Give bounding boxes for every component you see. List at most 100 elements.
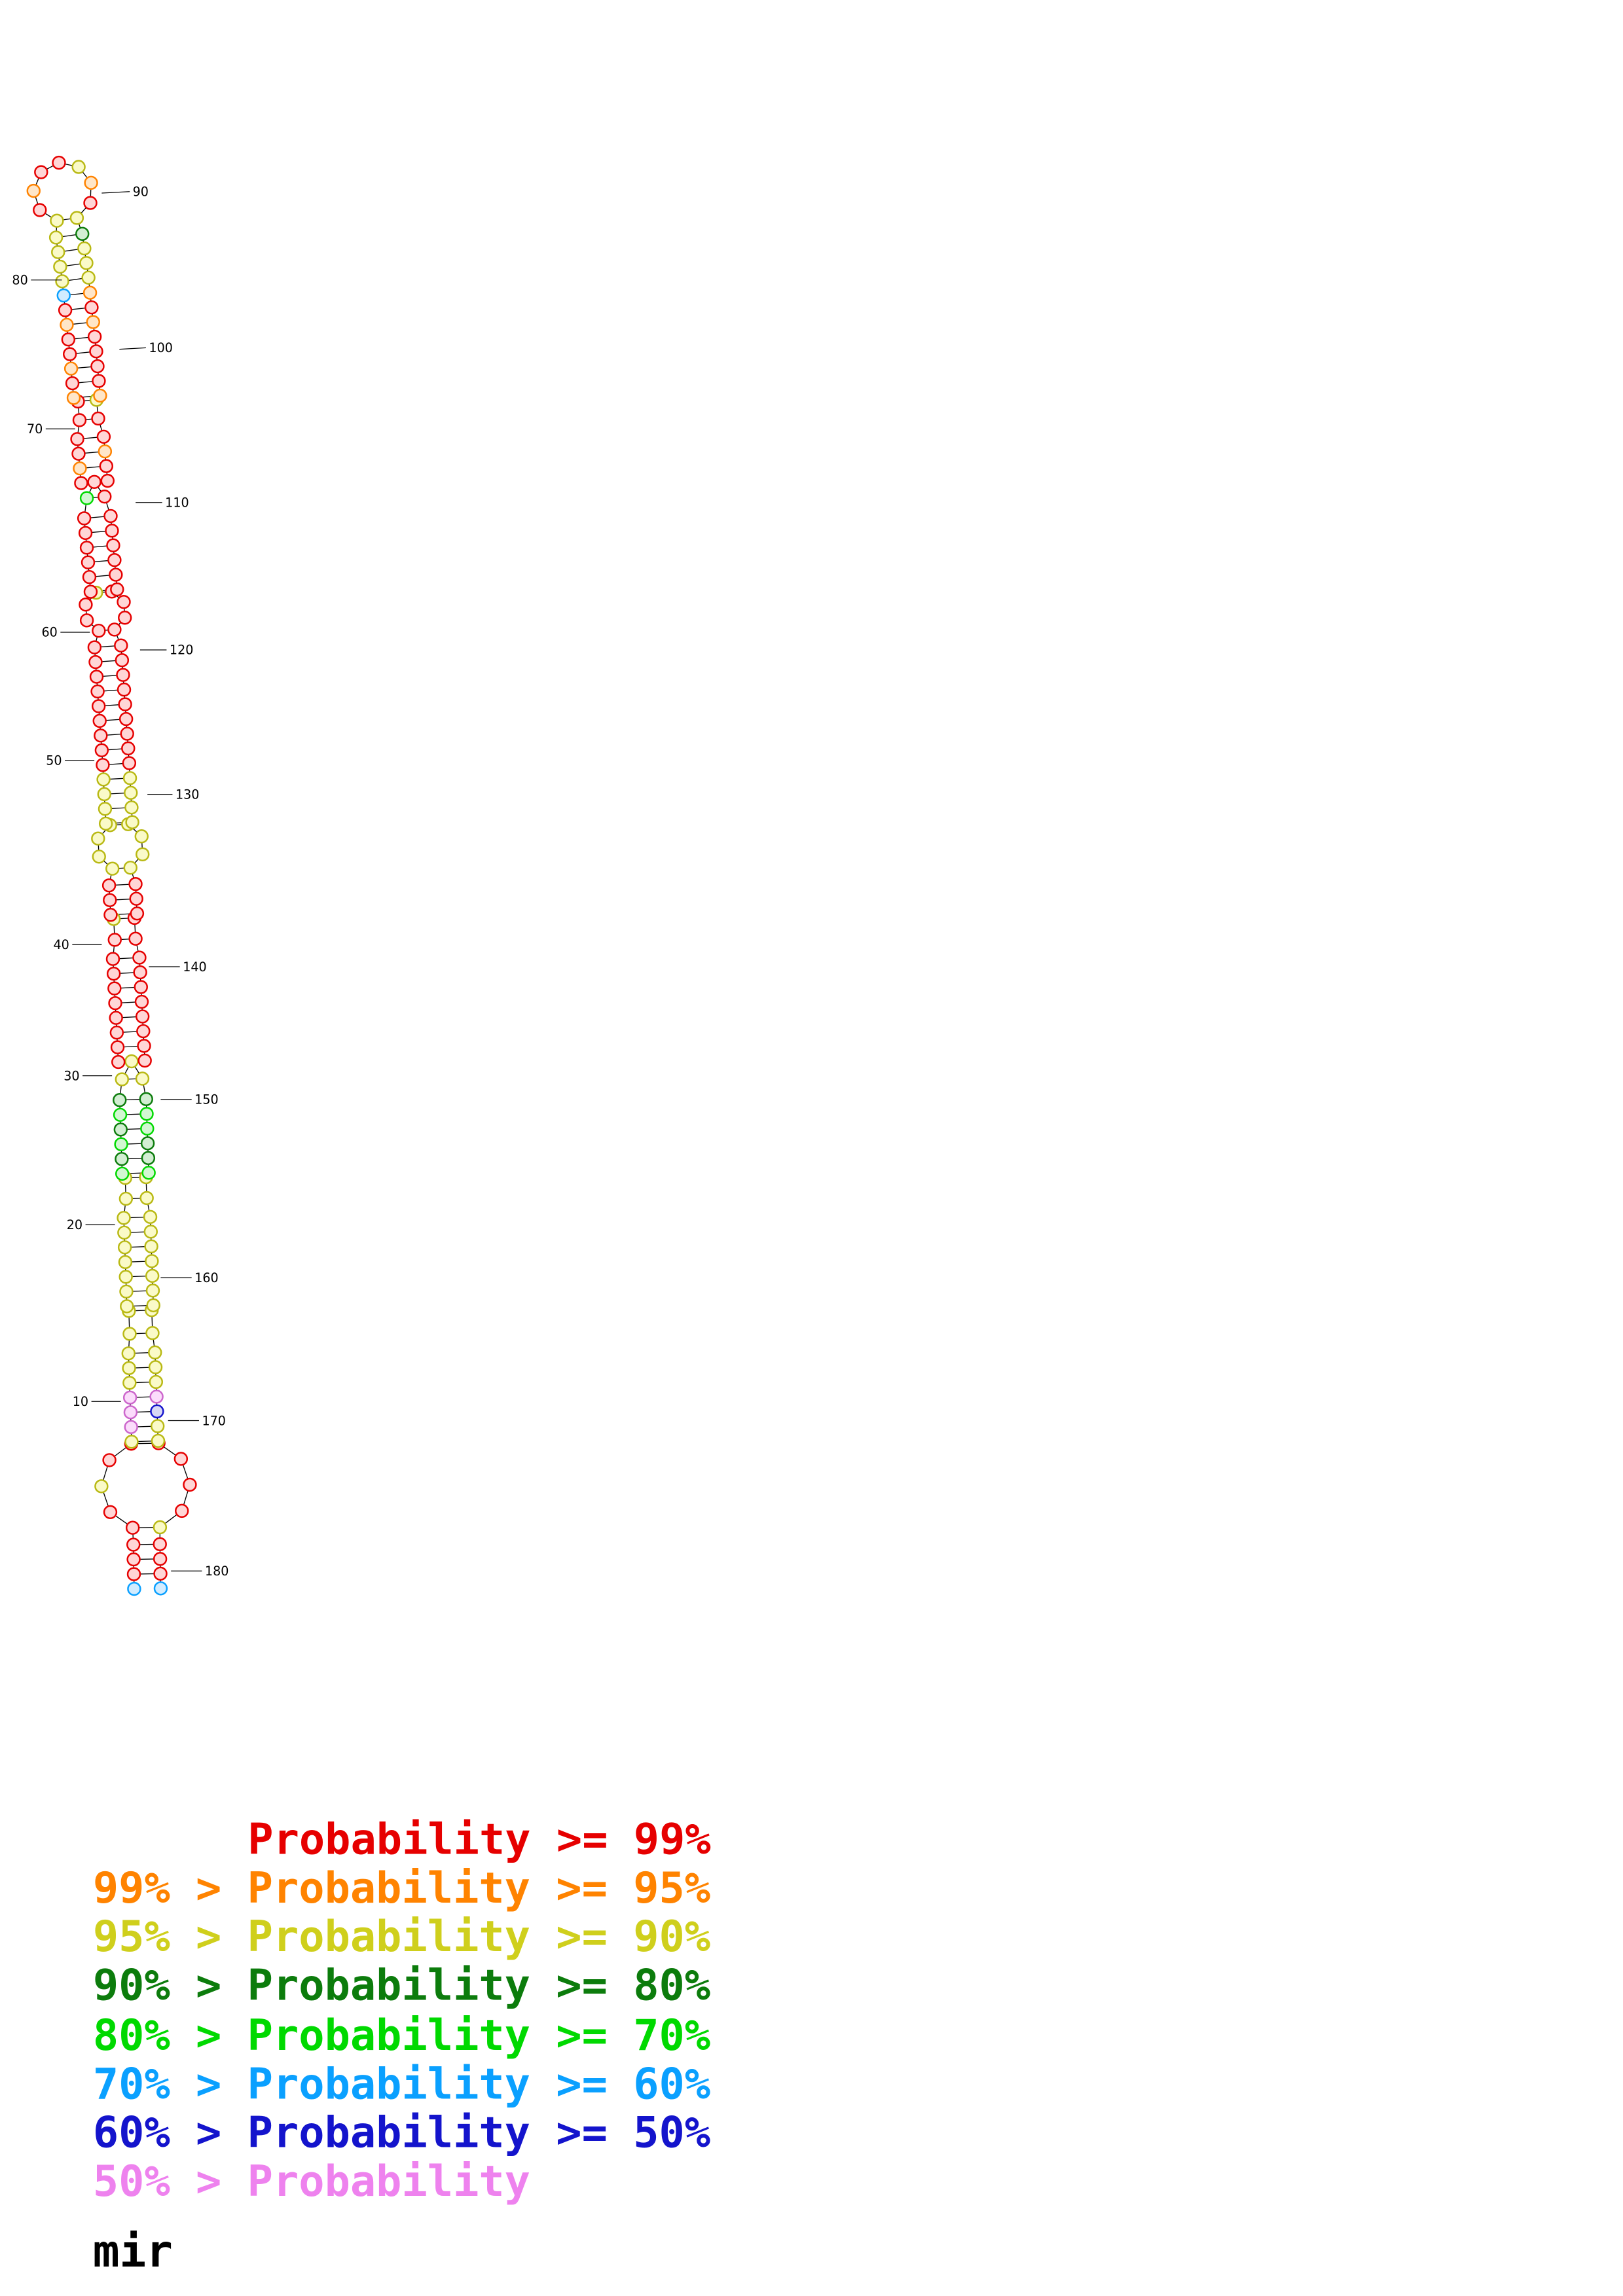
nucleotide — [141, 1151, 156, 1166]
nucleotide — [107, 622, 122, 637]
nucleotide — [73, 461, 87, 476]
position-label: 100 — [149, 340, 173, 355]
position-label: 140 — [183, 960, 207, 975]
nucleotide — [70, 432, 84, 446]
nucleotide — [145, 1268, 160, 1283]
nucleotide — [122, 1390, 137, 1405]
nucleotide — [110, 1040, 125, 1054]
nucleotide — [33, 203, 47, 217]
nucleotide — [153, 1566, 168, 1581]
nucleotide — [126, 1552, 141, 1567]
nucleotide — [34, 165, 48, 179]
nucleotide — [143, 1225, 158, 1239]
nucleotide — [107, 552, 122, 567]
nucleotide — [139, 1191, 154, 1206]
nucleotide — [125, 815, 139, 829]
nucleotide — [134, 994, 149, 1009]
legend-line-70: 80% > Probability >= 70% — [93, 2011, 710, 2060]
nucleotide — [153, 1581, 168, 1596]
nucleotide — [101, 878, 117, 893]
probability-legend: Probability >= 99% 99% > Probability >= … — [93, 1815, 711, 2206]
nucleotide — [123, 1405, 138, 1420]
nucleotide — [119, 1270, 133, 1284]
nucleotide — [100, 473, 115, 488]
position-label: 160 — [194, 1270, 219, 1285]
nucleotide — [71, 160, 86, 174]
nucleotide — [153, 1552, 168, 1566]
nucleotide — [151, 1433, 166, 1448]
position-tick — [119, 347, 146, 350]
nucleotide — [126, 1537, 141, 1552]
nucleotide — [139, 1092, 153, 1107]
nucleotide — [98, 444, 113, 459]
nucleotide — [103, 1505, 118, 1519]
nucleotide — [98, 489, 112, 504]
position-label: 80 — [12, 273, 27, 288]
position-label: 60 — [41, 625, 57, 640]
nucleotide — [123, 861, 137, 875]
position-label: 40 — [53, 937, 69, 952]
nucleotide — [124, 785, 138, 800]
position-label: 90 — [133, 184, 149, 199]
nucleotide — [86, 315, 100, 329]
legend-line-50: 60% > Probability >= 50% — [93, 2108, 710, 2158]
nucleotide — [96, 758, 110, 772]
nucleotide — [91, 411, 105, 426]
nucleotide — [91, 699, 106, 713]
nucleotide — [132, 950, 147, 965]
nucleotide — [107, 981, 122, 996]
nucleotide — [120, 1299, 134, 1314]
nucleotide — [136, 847, 150, 861]
nucleotide — [106, 966, 121, 981]
nucleotide — [121, 1346, 136, 1361]
nucleotide — [92, 374, 106, 388]
nucleotide — [105, 524, 119, 538]
nucleotide — [122, 1376, 137, 1390]
nucleotide — [93, 388, 107, 403]
nucleotide — [153, 1537, 167, 1552]
nucleotide — [90, 684, 105, 699]
nucleotide — [82, 285, 98, 300]
nucleotide — [79, 613, 94, 628]
position-label: 10 — [73, 1394, 88, 1409]
nucleotide — [92, 850, 106, 864]
nucleotide — [135, 1009, 150, 1024]
nucleotide — [103, 509, 118, 524]
nucleotide — [119, 1191, 134, 1206]
nucleotide — [79, 541, 94, 555]
nucleotide — [87, 329, 102, 344]
nucleotide — [94, 728, 108, 743]
nucleotide — [106, 538, 120, 552]
nucleotide — [77, 511, 92, 526]
nucleotide — [140, 1136, 155, 1151]
nucleotide — [56, 288, 71, 303]
nucleotide — [77, 241, 92, 256]
nucleotide — [103, 908, 118, 922]
nucleotide — [51, 245, 65, 259]
nucleotide — [84, 175, 98, 190]
nucleotide — [110, 582, 124, 597]
nucleotide — [75, 226, 90, 241]
nucleotide — [151, 1419, 165, 1433]
nucleotide — [173, 1452, 189, 1466]
nucleotide — [113, 1093, 127, 1107]
nucleotide — [150, 1404, 164, 1419]
nucleotide — [61, 332, 76, 347]
position-label: 170 — [202, 1413, 226, 1428]
nucleotide — [98, 816, 113, 831]
nucleotide — [130, 906, 145, 921]
nucleotide — [79, 256, 94, 270]
nucleotide — [102, 1453, 117, 1467]
nucleotide — [108, 996, 122, 1011]
nucleotide — [119, 1284, 134, 1299]
nucleotide — [79, 491, 94, 505]
nucleotide — [145, 1283, 160, 1298]
nucleotide — [115, 653, 130, 668]
nucleotide — [175, 1503, 189, 1518]
nucleotide — [118, 611, 132, 625]
nucleotide — [26, 183, 41, 198]
nucleotide — [148, 1345, 162, 1360]
nucleotide — [111, 1054, 126, 1069]
legend-line-below50: 50% > Probability — [93, 2157, 530, 2206]
nucleotide — [92, 623, 106, 638]
